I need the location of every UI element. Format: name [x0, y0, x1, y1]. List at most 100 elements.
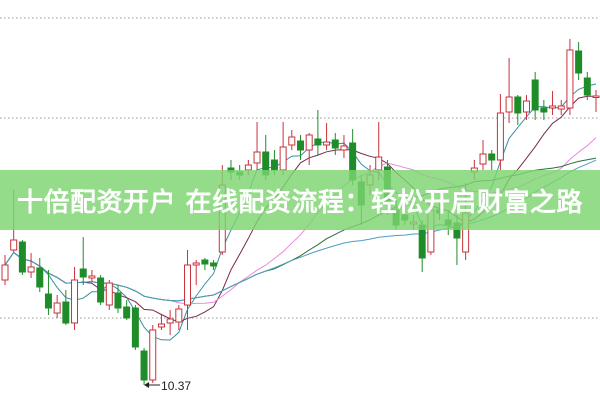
candle-body: [105, 282, 113, 306]
candle-body: [557, 105, 565, 110]
candle-body: [88, 275, 96, 279]
candle: [531, 72, 539, 120]
candle: [297, 135, 304, 160]
candle: [149, 325, 157, 383]
candle-body: [114, 292, 122, 309]
candle: [575, 42, 583, 80]
candle: [62, 290, 70, 325]
candle-body: [270, 159, 278, 171]
candle: [1, 255, 9, 285]
candle: [514, 95, 522, 125]
candle-body: [549, 105, 557, 109]
candle-body: [375, 156, 383, 171]
candle-body: [592, 95, 600, 98]
candle: [496, 94, 504, 170]
candle: [157, 315, 165, 330]
candle-body: [166, 318, 174, 324]
candle-body: [44, 293, 52, 309]
arrow-head: [144, 382, 150, 388]
candle-body: [323, 141, 331, 146]
candle: [184, 250, 192, 330]
candle: [522, 95, 530, 120]
banner-title: 十倍配资开户 在线配资流程：轻松开启财富之路: [16, 187, 584, 218]
candle: [566, 39, 574, 115]
candle: [557, 100, 565, 115]
candle: [488, 150, 496, 170]
candle: [540, 100, 548, 120]
candle: [192, 260, 200, 285]
candle-body: [297, 140, 304, 151]
candle: [18, 240, 26, 275]
candle: [27, 253, 35, 278]
candle: [323, 123, 331, 150]
candle: [123, 300, 131, 320]
candle-body: [279, 146, 287, 171]
candle-body: [340, 145, 348, 151]
candle: [505, 58, 513, 123]
candle: [140, 348, 148, 385]
candle-body: [71, 279, 79, 324]
grid-lines: [0, 17, 600, 319]
candle: [479, 140, 487, 170]
candle: [331, 133, 339, 155]
candle-body: [27, 266, 35, 273]
candle-body: [18, 241, 26, 273]
candle-body: [36, 267, 44, 288]
candle-body: [522, 100, 530, 113]
candle-body: [157, 323, 165, 328]
candle: [114, 285, 122, 313]
candle: [340, 135, 348, 158]
candle-body: [505, 96, 513, 113]
candle: [97, 275, 105, 305]
candle-body: [131, 307, 139, 348]
candle-body: [583, 77, 591, 96]
candle-body: [305, 134, 313, 151]
candle: [88, 270, 96, 282]
candle: [44, 270, 52, 315]
candle-body: [288, 136, 296, 146]
title-banner: 十倍配资开户 在线配资流程：轻松开启财富之路: [0, 170, 600, 230]
candle-body: [175, 308, 183, 323]
candle: [131, 305, 139, 350]
candle-body: [496, 112, 504, 161]
candle: [314, 110, 322, 155]
candle-body: [10, 239, 18, 251]
candle: [210, 260, 218, 270]
candle-body: [184, 264, 192, 306]
candle-body: [97, 277, 105, 303]
low-price-label: 10.37: [161, 379, 191, 393]
candle: [53, 295, 61, 318]
candle: [549, 91, 557, 115]
candle-body: [123, 306, 131, 319]
candle-body: [140, 350, 148, 381]
candle: [592, 90, 600, 112]
candle-body: [575, 50, 583, 74]
candle: [79, 237, 87, 285]
candle-body: [531, 79, 539, 111]
candle: [166, 310, 174, 335]
candle-body: [514, 96, 522, 114]
candle: [279, 122, 287, 175]
candle-body: [314, 138, 322, 146]
candle: [71, 267, 79, 330]
candle-body: [53, 302, 61, 314]
candle: [36, 258, 44, 292]
low-annotation: 10.37: [144, 379, 191, 393]
candle-body: [62, 301, 70, 324]
candle-body: [201, 259, 209, 265]
candle-body: [479, 153, 487, 165]
candle: [288, 130, 296, 150]
candle-body: [210, 262, 218, 267]
candle-body: [566, 49, 574, 109]
candle: [105, 280, 113, 310]
candle: [583, 72, 591, 100]
candle: [201, 258, 209, 270]
candle-body: [1, 264, 9, 281]
candle-body: [488, 153, 496, 161]
candle-body: [540, 107, 548, 113]
candle: [175, 305, 183, 330]
candle-body: [331, 139, 339, 149]
candle-body: [192, 262, 200, 266]
candle-body: [79, 268, 87, 278]
